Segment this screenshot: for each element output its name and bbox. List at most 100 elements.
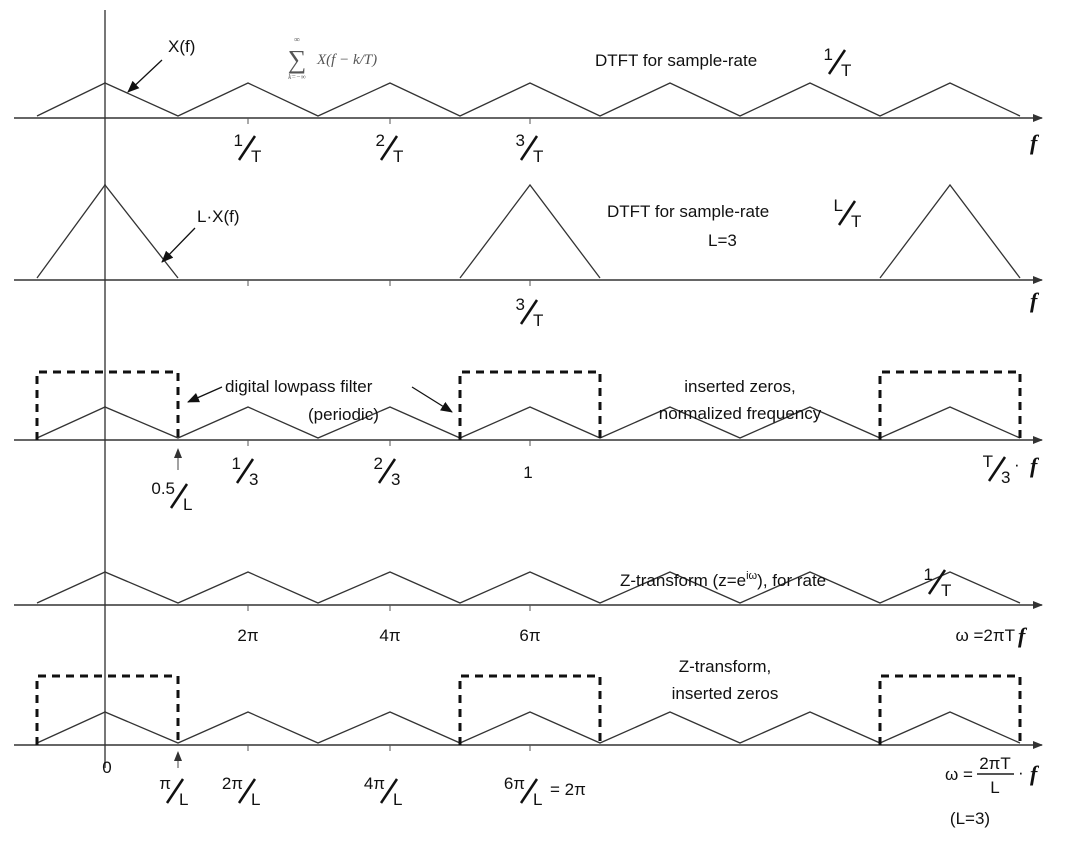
tick-label: 4π: [379, 626, 400, 645]
fraction-slash: [519, 778, 539, 804]
tick-label: πL: [159, 774, 188, 809]
row2-title: DTFT for sample-rate: [607, 202, 769, 221]
fraction-denominator: T: [851, 212, 861, 231]
fraction-slash: [379, 778, 399, 804]
spectrum-triangle: [459, 183, 601, 279]
axis-label-num: 2πT: [979, 754, 1011, 773]
lowpass-filter-passband: [458, 674, 602, 745]
tick-label: 2T: [376, 131, 404, 166]
row2-subtitle: L=3: [708, 231, 737, 250]
tick-label: 23: [374, 454, 401, 489]
fraction-slash: [519, 135, 539, 161]
row3-title: inserted zeros,: [684, 377, 796, 396]
row5-title-2: inserted zeros: [672, 684, 779, 703]
spectrum-triangle: [36, 183, 179, 279]
row1-title: DTFT for sample-rate: [595, 51, 757, 70]
periodic-spectrum: [36, 82, 1021, 117]
fraction-denominator: T: [251, 147, 261, 166]
lowpass-filter-passband: [878, 370, 1022, 440]
fraction-slash: [165, 778, 185, 804]
fraction-numerator: 1: [824, 45, 833, 64]
fraction-denominator: 3: [391, 470, 400, 489]
axis-label-omega: ω =: [945, 765, 973, 784]
fraction-denominator: T: [841, 61, 851, 80]
filter-label: digital lowpass filter: [225, 377, 373, 396]
axis-label-dot: ·: [1014, 455, 1020, 474]
x-of-f-label: X(f): [168, 37, 195, 56]
row4-title-part: ), for rate: [757, 571, 826, 590]
fraction-slash: [237, 778, 257, 804]
l-equals-3-note: (L=3): [950, 809, 990, 828]
tick-label: 3T: [516, 131, 544, 166]
axis-var-f: f: [1030, 130, 1040, 155]
origin-label: 0: [102, 758, 111, 777]
tick-label: 2π L: [222, 774, 261, 809]
x-of-f-arrow: [127, 59, 163, 93]
tick-label: 13: [232, 454, 259, 489]
tick-label: 0.5 L: [151, 479, 192, 514]
tick-label: 6π: [519, 626, 540, 645]
filter-arrow-left: [187, 386, 223, 403]
fraction-denominator: T: [941, 581, 951, 600]
fraction-denominator: T: [533, 147, 543, 166]
fraction-slash: [377, 458, 397, 484]
fraction-slash: [927, 569, 947, 595]
row4-title: Z-transform (z=eiω), for rate: [620, 570, 826, 590]
lowpass-filter-passband: [35, 674, 180, 745]
fraction-denominator: L: [533, 790, 542, 809]
axis-label-dot: ·: [1018, 763, 1024, 782]
fraction-numerator: 1: [924, 565, 933, 584]
fraction-slash: [837, 200, 857, 226]
fraction-numerator: 1: [234, 131, 243, 150]
fraction-denominator: 3: [1001, 468, 1010, 487]
row4-title-part: Z-transform (z=e: [620, 571, 746, 590]
fraction-numerator: T: [983, 452, 993, 471]
fraction-slash: [235, 458, 255, 484]
fraction-numerator: 6π: [504, 774, 525, 793]
periodic-spectrum: [36, 571, 1021, 604]
fraction-slash: [169, 483, 189, 509]
lowpass-filter-passband: [458, 370, 602, 440]
l-x-of-f-arrow: [161, 227, 196, 263]
summation-upper-limit: ∞: [294, 35, 300, 44]
fraction-numerator: 3: [516, 295, 525, 314]
row1-title-fraction: 1T: [824, 45, 852, 80]
fraction-denominator: L: [179, 790, 188, 809]
summation-lower-limit: k=−∞: [288, 73, 306, 81]
summation-symbol: ∑: [288, 45, 307, 74]
fraction-denominator: 3: [249, 470, 258, 489]
row2-title-fraction: LT: [834, 196, 862, 231]
fraction-numerator: 0.5: [151, 479, 175, 498]
axis-label-fraction: T3: [983, 452, 1011, 487]
summation-body: X(f − k/T): [316, 52, 377, 68]
lowpass-filter-passband: [35, 370, 180, 440]
fraction-numerator: 1: [232, 454, 241, 473]
lowpass-filter-passband: [878, 674, 1022, 745]
fraction-denominator: L: [183, 495, 192, 514]
axis-var-f: f: [1018, 623, 1028, 648]
fraction-denominator: L: [251, 790, 260, 809]
row4-title-part: iω: [746, 570, 757, 582]
fraction-numerator: 2π: [222, 774, 243, 793]
axis-var-f: f: [1030, 288, 1040, 313]
row4-title-fraction: 1T: [924, 565, 952, 600]
tick-label: 6π L: [504, 774, 543, 809]
fraction-slash: [519, 299, 539, 325]
fraction-slash: [237, 135, 257, 161]
tick-label: 2π: [237, 626, 258, 645]
l-x-of-f-label: L·X(f): [197, 207, 240, 226]
tick-label-suffix: = 2π: [550, 780, 586, 799]
row5-title: Z-transform,: [679, 657, 772, 676]
tick-label: 1T: [234, 131, 262, 166]
periodic-spectrum: [36, 711, 1021, 744]
fraction-numerator: L: [834, 196, 843, 215]
tick-label: 1: [523, 463, 532, 482]
filter-arrow-right: [411, 386, 453, 413]
fraction-slash: [379, 135, 399, 161]
filter-label-periodic: (periodic): [308, 405, 379, 424]
spectrum-triangle: [879, 183, 1021, 279]
tick-label: 4π L: [364, 774, 403, 809]
axis-label-den: L: [990, 778, 999, 797]
axis-var-f: f: [1030, 761, 1040, 786]
